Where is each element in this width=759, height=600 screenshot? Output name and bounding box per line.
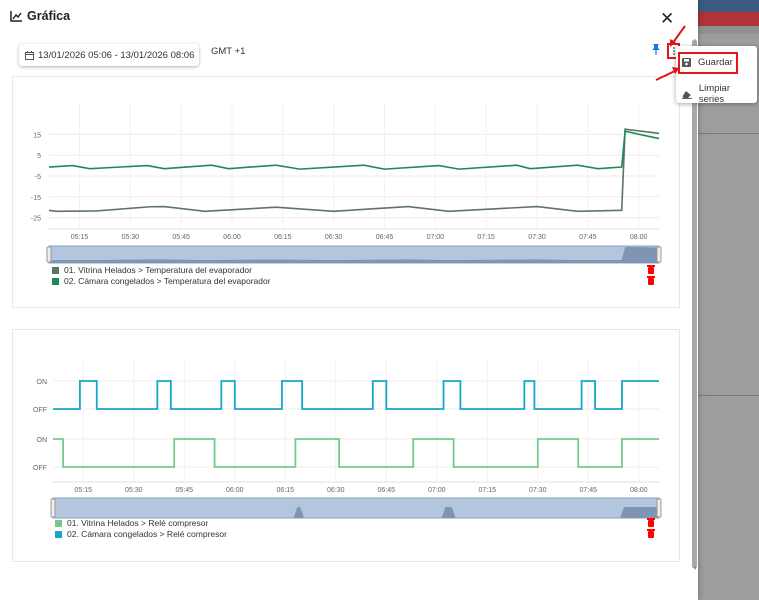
- date-range-value: 13/01/2026 05:06 - 13/01/2026 08:06: [38, 49, 195, 61]
- x-tick-label: 06:00: [223, 234, 241, 241]
- dialog-title-text: Gráfica: [27, 9, 71, 23]
- y-tick-label: 15: [33, 132, 41, 139]
- x-tick-label: 07:00: [428, 487, 446, 494]
- calendar-icon: [25, 50, 34, 60]
- dialog-title: Gráfica: [10, 9, 70, 23]
- save-icon: [682, 58, 691, 67]
- relay-chart: ON OFF ON OFF 05:15 05:30 05:45 06:00 06:15 06:30…: [33, 360, 662, 519]
- menu-item-clear-series[interactable]: Limpiar series: [682, 83, 757, 105]
- x-tick-label: 08:00: [630, 487, 648, 494]
- legend-item[interactable]: 02. Cámara congelados > Temperatura del …: [52, 276, 271, 286]
- temperature-chart: 15 5 -5 -15 -25 05:15 05:30 05:45 06:00 06:15 06:3…: [31, 104, 662, 264]
- delete-series-icon[interactable]: [647, 518, 655, 527]
- close-button[interactable]: ✕: [660, 9, 675, 28]
- eraser-icon: [682, 90, 692, 99]
- legend-swatch: [52, 266, 59, 274]
- highlight-box: [678, 52, 738, 74]
- menu-item-save[interactable]: Guardar: [682, 57, 733, 68]
- x-tick-label: 07:00: [427, 234, 445, 241]
- options-menu: Guardar Limpiar series: [676, 46, 757, 105]
- relay-chart-panel: ON OFF ON OFF 05:15 05:30 05:45 06:00 06:15 06:30…: [12, 329, 680, 562]
- navigator-handle-left: [50, 498, 56, 518]
- scroll-down-icon[interactable]: ▼: [692, 566, 698, 572]
- delete-series-icon[interactable]: [647, 265, 655, 274]
- x-tick-label: 07:15: [479, 487, 497, 494]
- legend-swatch: [55, 519, 62, 527]
- legend-item[interactable]: 01. Vitrina Helados > Temperatura del ev…: [52, 265, 252, 275]
- legend-item[interactable]: 01. Vitrina Helados > Relé compresor: [55, 518, 208, 528]
- legend-label: 02. Cámara congelados > Temperatura del …: [64, 276, 271, 286]
- menu-item-label: Limpiar series: [698, 83, 730, 105]
- background-app-bar: [698, 12, 759, 26]
- delete-series-icon[interactable]: [647, 529, 655, 538]
- line-chart-icon: [10, 10, 22, 22]
- legend-label: 01. Vitrina Helados > Relé compresor: [67, 518, 209, 528]
- y-tick-label: -15: [31, 195, 41, 202]
- navigator-handle-left: [46, 246, 52, 263]
- navigator: [52, 497, 660, 519]
- y-tick-label: ON: [37, 437, 48, 444]
- background-divider: [698, 395, 759, 396]
- series-line-1: [48, 128, 660, 213]
- x-tick-label: 06:00: [226, 487, 244, 494]
- y-tick-label: ON: [37, 379, 48, 386]
- legend-item[interactable]: 02. Cámara congelados > Relé compresor: [55, 529, 227, 539]
- series-line-2: [48, 130, 660, 170]
- navigator-handle-right: [656, 246, 662, 263]
- x-tick-label: 06:30: [327, 487, 345, 494]
- scrollbar-thumb[interactable]: [692, 40, 697, 568]
- x-tick-label: 07:30: [528, 234, 546, 241]
- x-tick-label: 07:30: [529, 487, 547, 494]
- legend-swatch: [55, 530, 62, 538]
- legend-label: 02. Cámara congelados > Relé compresor: [67, 529, 227, 539]
- chart-dialog: Gráfica ✕ 13/01/2026 05:06 - 13/01/2026 …: [0, 0, 698, 600]
- x-tick-label: 05:45: [172, 234, 190, 241]
- x-tick-label: 07:45: [580, 487, 598, 494]
- background-divider: [698, 133, 759, 134]
- y-tick-label: OFF: [33, 407, 47, 414]
- background-app-header: [698, 0, 759, 12]
- x-tick-label: 06:15: [277, 487, 295, 494]
- x-tick-label: 07:15: [477, 234, 495, 241]
- legend-label: 01. Vitrina Helados > Temperatura del ev…: [64, 265, 252, 275]
- delete-series-icon[interactable]: [647, 276, 655, 285]
- x-tick-label: 06:45: [376, 234, 394, 241]
- date-range-picker[interactable]: 13/01/2026 05:06 - 13/01/2026 08:06: [19, 44, 199, 66]
- x-tick-label: 05:45: [176, 487, 194, 494]
- series-step-2: [53, 438, 659, 468]
- x-tick-label: 08:00: [630, 234, 648, 241]
- navigator-area: [49, 246, 659, 263]
- y-tick-label: 5: [37, 153, 41, 160]
- x-tick-label: 07:45: [579, 234, 597, 241]
- pin-icon[interactable]: [652, 44, 660, 58]
- y-tick-label: -5: [35, 174, 41, 181]
- x-tick-label: 05:30: [125, 487, 143, 494]
- background-app-strip: [698, 26, 759, 34]
- x-tick-label: 06:30: [325, 234, 343, 241]
- timezone-label: GMT +1: [211, 46, 246, 57]
- x-tick-label: 06:15: [274, 234, 292, 241]
- menu-item-label: Guardar: [698, 57, 733, 68]
- x-tick-label: 05:15: [71, 234, 89, 241]
- series-step-1: [53, 380, 659, 410]
- navigator-handle-right: [656, 498, 662, 518]
- y-tick-label: -25: [31, 216, 41, 223]
- legend-swatch: [52, 277, 59, 285]
- x-tick-label: 05:15: [75, 487, 93, 494]
- temperature-chart-panel: 15 5 -5 -15 -25 05:15 05:30 05:45 06:00 06:15 06:3…: [12, 76, 680, 308]
- y-tick-label: OFF: [33, 465, 47, 472]
- x-tick-label: 06:45: [378, 487, 396, 494]
- x-tick-label: 05:30: [122, 234, 140, 241]
